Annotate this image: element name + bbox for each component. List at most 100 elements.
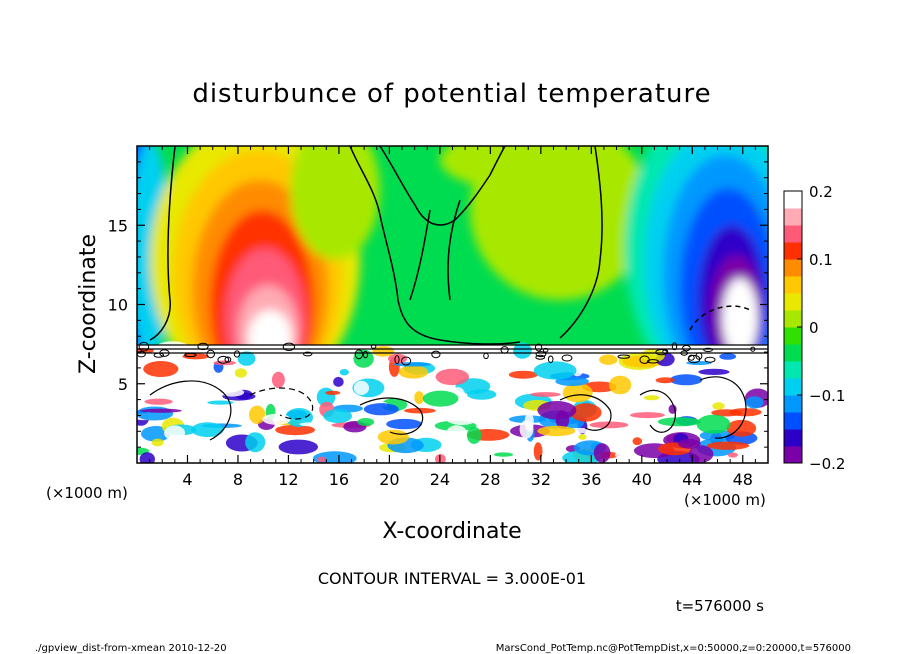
colorbar-tick-label-4: −0.2	[809, 455, 845, 473]
lower-field	[137, 341, 768, 463]
turbulence-blob	[562, 383, 593, 403]
colorbar-swatch-14	[784, 208, 802, 226]
y-axis: 5 10 15	[108, 161, 768, 448]
turbulence-blob	[353, 349, 374, 368]
turbulence-blob	[657, 417, 701, 427]
contour-ring	[401, 356, 412, 366]
turbulence-blob	[696, 414, 731, 434]
turbulence-blob	[593, 443, 611, 463]
colorbar-swatch-1	[784, 429, 802, 447]
y-axis-label: Z-coordinate	[76, 234, 101, 374]
contour-ring	[217, 355, 230, 364]
y-tick-label-0: 5	[118, 375, 128, 394]
colorbar-swatch-11	[784, 259, 802, 277]
contour-ring	[671, 342, 678, 351]
turbulence-blob	[237, 351, 256, 366]
turbulence-blob	[323, 408, 353, 424]
colorbar-tick-label-1: 0.1	[809, 251, 833, 269]
colorbar-swatch-5	[784, 361, 802, 379]
turbulence-blob	[207, 400, 234, 405]
contour-ring	[282, 342, 296, 351]
turbulence-blob	[719, 353, 737, 360]
turbulence-blob	[388, 353, 407, 364]
x-tick-label-8: 36	[581, 470, 601, 489]
turbulence-blob	[191, 422, 224, 438]
turbulence-blob	[614, 451, 626, 459]
turbulence-blob	[578, 434, 587, 440]
x-tick-label-0: 4	[182, 470, 192, 489]
colorbar-swatch-8	[784, 310, 802, 328]
contour-ring	[138, 341, 150, 352]
y-tick-label-1: 10	[108, 296, 128, 315]
contour-ring	[561, 354, 573, 362]
turbulence-blob	[144, 398, 173, 405]
time-label: t=576000 s	[676, 597, 764, 615]
contour-ring	[303, 351, 313, 357]
colorbar-swatch-3	[784, 395, 802, 413]
turbulence-blob	[632, 437, 643, 446]
turbulence-blob	[182, 353, 209, 360]
turbulence-blob	[422, 390, 459, 407]
turbulence-blob	[508, 370, 538, 379]
contour-ring	[354, 349, 364, 360]
turbulence-blob	[357, 418, 375, 426]
contour-ring	[233, 350, 241, 358]
x-tick-label-2: 12	[278, 470, 298, 489]
turbulence-blob	[339, 369, 349, 376]
turbulence-blob	[610, 396, 651, 412]
contour-ring	[617, 354, 631, 359]
colorbar-swatch-0	[784, 446, 802, 464]
turbulence-blob	[524, 412, 534, 432]
turbulence-blob	[733, 359, 760, 374]
x-tick-label-7: 32	[531, 470, 551, 489]
colorbar-swatch-15	[784, 191, 802, 209]
turbulence-blob	[220, 388, 245, 397]
turbulence-blob	[686, 361, 712, 365]
turbulence-blob	[299, 422, 325, 427]
colorbar-swatch-13	[784, 225, 802, 243]
contour-ring	[362, 350, 369, 359]
colorbar-swatch-4	[784, 378, 802, 396]
turbulence-blob	[137, 406, 174, 421]
colorbar-swatch-2	[784, 412, 802, 430]
contour-ring	[646, 359, 659, 364]
turbulence-blob	[589, 421, 629, 429]
colorbar-tick-label-2: 0	[809, 319, 819, 337]
contour-ring	[394, 355, 400, 365]
turbulence-blob	[709, 344, 722, 356]
colorbar-swatch-6	[784, 344, 802, 362]
x-unit-right: (×1000 m)	[684, 491, 766, 509]
x-tick-label-5: 24	[430, 470, 450, 489]
contour-ring	[535, 351, 547, 358]
turbulence-blob	[466, 426, 482, 444]
turbulence-blob	[435, 368, 469, 386]
turbulence-blob	[655, 377, 675, 384]
contour-ring	[431, 350, 441, 359]
turbulence-blob	[139, 452, 155, 463]
turbulence-blob	[629, 412, 665, 419]
turbulence-blob	[414, 391, 424, 405]
contour-interval-label: CONTOUR INTERVAL = 3.000E-01	[318, 569, 586, 588]
turbulence-blob	[316, 456, 327, 463]
turbulence-blob	[608, 375, 632, 395]
turbulence-blob	[278, 439, 318, 455]
turbulence-blob	[706, 441, 750, 450]
contour-ring	[534, 343, 543, 352]
turbulence-blob	[151, 438, 164, 447]
x-tick-label-6: 28	[480, 470, 500, 489]
turbulence-blob	[386, 418, 422, 430]
contour-ring	[703, 347, 713, 352]
colorbar-tick-label-3: −0.1	[809, 387, 845, 405]
turbulence-blob	[533, 361, 577, 380]
colorbar	[784, 191, 802, 464]
colorbar-ticks: 0.2 0.1 0 −0.1 −0.2	[797, 183, 845, 473]
x-axis-label: X-coordinate	[382, 519, 521, 544]
chart-title: disturbunce of potential temperature	[192, 79, 711, 109]
contour-ring	[662, 349, 669, 355]
turbulence-blob	[325, 390, 341, 395]
turbulence-blob	[727, 452, 738, 458]
turbulence-blob	[537, 401, 577, 420]
x-tick-label-11: 48	[733, 470, 753, 489]
turbulence-blob	[140, 408, 182, 413]
turbulence-blob	[555, 376, 589, 386]
